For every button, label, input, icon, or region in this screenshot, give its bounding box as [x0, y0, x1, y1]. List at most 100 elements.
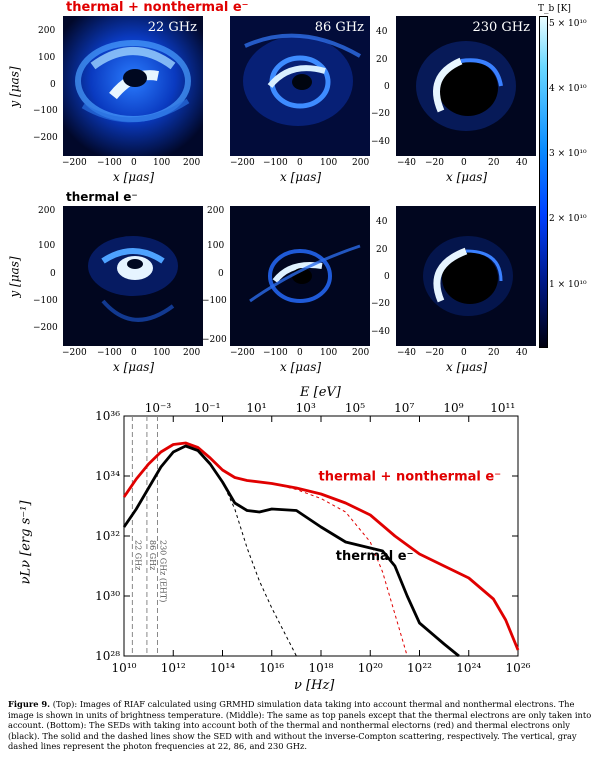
panel-freq-label: 230 GHz: [472, 20, 530, 35]
top-tick-label: 10⁻³: [145, 401, 172, 415]
black-series-label: thermal e⁻: [336, 549, 414, 564]
y-tick: −20: [371, 299, 390, 309]
y-tick-label: 10²⁸: [95, 649, 120, 663]
x-tick: 200: [183, 158, 201, 168]
top-tick-label: 10³: [296, 401, 316, 415]
colorbar-tick: 1 × 10¹⁰: [549, 280, 587, 290]
x-tick: −200: [62, 348, 87, 358]
caption-label: Figure 9.: [8, 699, 51, 709]
freq-vline-label: 230 GHz (EHT): [158, 540, 167, 602]
sed-series-1: [234, 477, 408, 657]
x-tick: −40: [397, 158, 416, 168]
x-tick: −40: [397, 348, 416, 358]
y-tick: 0: [218, 269, 224, 279]
y-tick: 0: [384, 82, 390, 92]
x-tick: 0: [131, 158, 137, 168]
x-tick: −200: [230, 348, 255, 358]
colorbar-tick: 3 × 10¹⁰: [549, 149, 587, 159]
caption-text: (Top): Images of RIAF calculated using G…: [8, 699, 592, 752]
image-panel-230ghz-top: 230 GHz: [396, 16, 536, 156]
x-tick-label: 10¹⁸: [309, 661, 334, 675]
x-axis-label: x [μas]: [113, 360, 155, 374]
y-tick: −100: [33, 296, 58, 306]
x-tick: 100: [320, 348, 338, 358]
x-tick: 40: [516, 348, 528, 358]
x-tick-label: 10²⁶: [506, 661, 531, 675]
y-tick-label: 10³²: [95, 529, 120, 543]
image-panel-86ghz-middle: [230, 206, 370, 346]
x-axis-label: x [μas]: [113, 170, 155, 184]
y-tick: 40: [376, 27, 388, 37]
plot-frame: [123, 415, 519, 657]
y-tick: 100: [207, 241, 225, 251]
top-axis-label: E [eV]: [300, 385, 341, 400]
y-tick: 0: [384, 272, 390, 282]
y-tick: −200: [202, 335, 227, 345]
x-tick: −20: [425, 158, 444, 168]
y-tick: −200: [33, 323, 58, 333]
x-tick: 0: [461, 158, 467, 168]
x-tick: 100: [320, 158, 338, 168]
x-tick: 200: [352, 158, 370, 168]
image-panel-22ghz-top: 22 GHz: [63, 16, 203, 156]
image-panel-22ghz-middle: [63, 206, 203, 346]
top-tick-label: 10¹¹: [490, 401, 515, 415]
top-tick-label: 10⁷: [394, 401, 414, 415]
x-tick: 200: [352, 348, 370, 358]
x-tick: 100: [153, 158, 171, 168]
y-tick: 40: [376, 217, 388, 227]
colorbar-title: T_b [K]: [538, 4, 571, 14]
sed-chart: 10¹⁰ 10¹² 10¹⁴ 10¹⁶ 10¹⁸ 10²⁰ 10²² 10²⁴ 10²⁶ 10⁻³…: [95, 401, 531, 675]
panel-freq-label: 86 GHz: [314, 20, 364, 35]
red-series-label: thermal + nonthermal e⁻: [319, 470, 502, 485]
x-tick: 0: [297, 158, 303, 168]
image-panel-230ghz-middle: [396, 206, 536, 346]
y-tick: −100: [202, 296, 227, 306]
x-tick: 40: [516, 158, 528, 168]
x-tick: 0: [461, 348, 467, 358]
top-tick-label: 10¹: [246, 401, 266, 415]
y-tick: −40: [371, 137, 390, 147]
x-axis-label: x [μas]: [280, 360, 322, 374]
y-tick: −200: [33, 133, 58, 143]
y-tick-label: 10³⁶: [95, 409, 120, 423]
y-tick: 20: [376, 55, 388, 65]
figure-caption: Figure 9. (Top): Images of RIAF calculat…: [8, 699, 600, 752]
x-tick: 200: [183, 348, 201, 358]
middle-row-label: thermal e⁻: [66, 190, 138, 204]
x-tick-label: 10²⁰: [358, 661, 383, 675]
x-tick: −200: [62, 158, 87, 168]
top-row-label: thermal + nonthermal e⁻: [66, 0, 249, 15]
x-tick: −100: [263, 158, 288, 168]
y-axis-label-middle: y [μas]: [7, 256, 22, 298]
x-axis-label: x [μas]: [280, 170, 322, 184]
x-tick: −20: [425, 348, 444, 358]
sed-series-2: [122, 444, 460, 658]
sed-series-3: [222, 481, 297, 657]
colorbar-tick: 4 × 10¹⁰: [549, 84, 587, 94]
y-tick: 0: [50, 80, 56, 90]
y-axis-label-top: y [μas]: [7, 66, 22, 108]
x-tick-label: 10¹⁴: [210, 661, 235, 675]
colorbar-tick: 5 × 10¹⁰: [549, 19, 587, 29]
colorbar-tick: 2 × 10¹⁰: [549, 214, 587, 224]
y-tick: 200: [38, 206, 56, 216]
x-axis-label: x [μas]: [446, 170, 488, 184]
y-tick: 0: [50, 269, 56, 279]
freq-vline-label: 86 GHz: [148, 540, 157, 570]
sed-x-label: ν [Hz]: [294, 678, 335, 693]
x-tick: 100: [153, 348, 171, 358]
x-tick-label: 10²⁴: [456, 661, 481, 675]
x-tick-label: 10¹²: [161, 661, 186, 675]
x-tick: 0: [297, 348, 303, 358]
x-tick-label: 10²²: [407, 661, 432, 675]
y-tick: 200: [207, 206, 225, 216]
y-tick: −40: [371, 327, 390, 337]
freq-vline-label: 22 GHz: [133, 540, 142, 570]
y-tick: −20: [371, 109, 390, 119]
x-tick-label: 10¹⁶: [259, 661, 284, 675]
y-tick-label: 10³⁰: [95, 589, 120, 603]
x-tick: 20: [488, 158, 500, 168]
y-tick: 200: [38, 26, 56, 36]
top-tick-label: 10⁻¹: [194, 401, 220, 415]
